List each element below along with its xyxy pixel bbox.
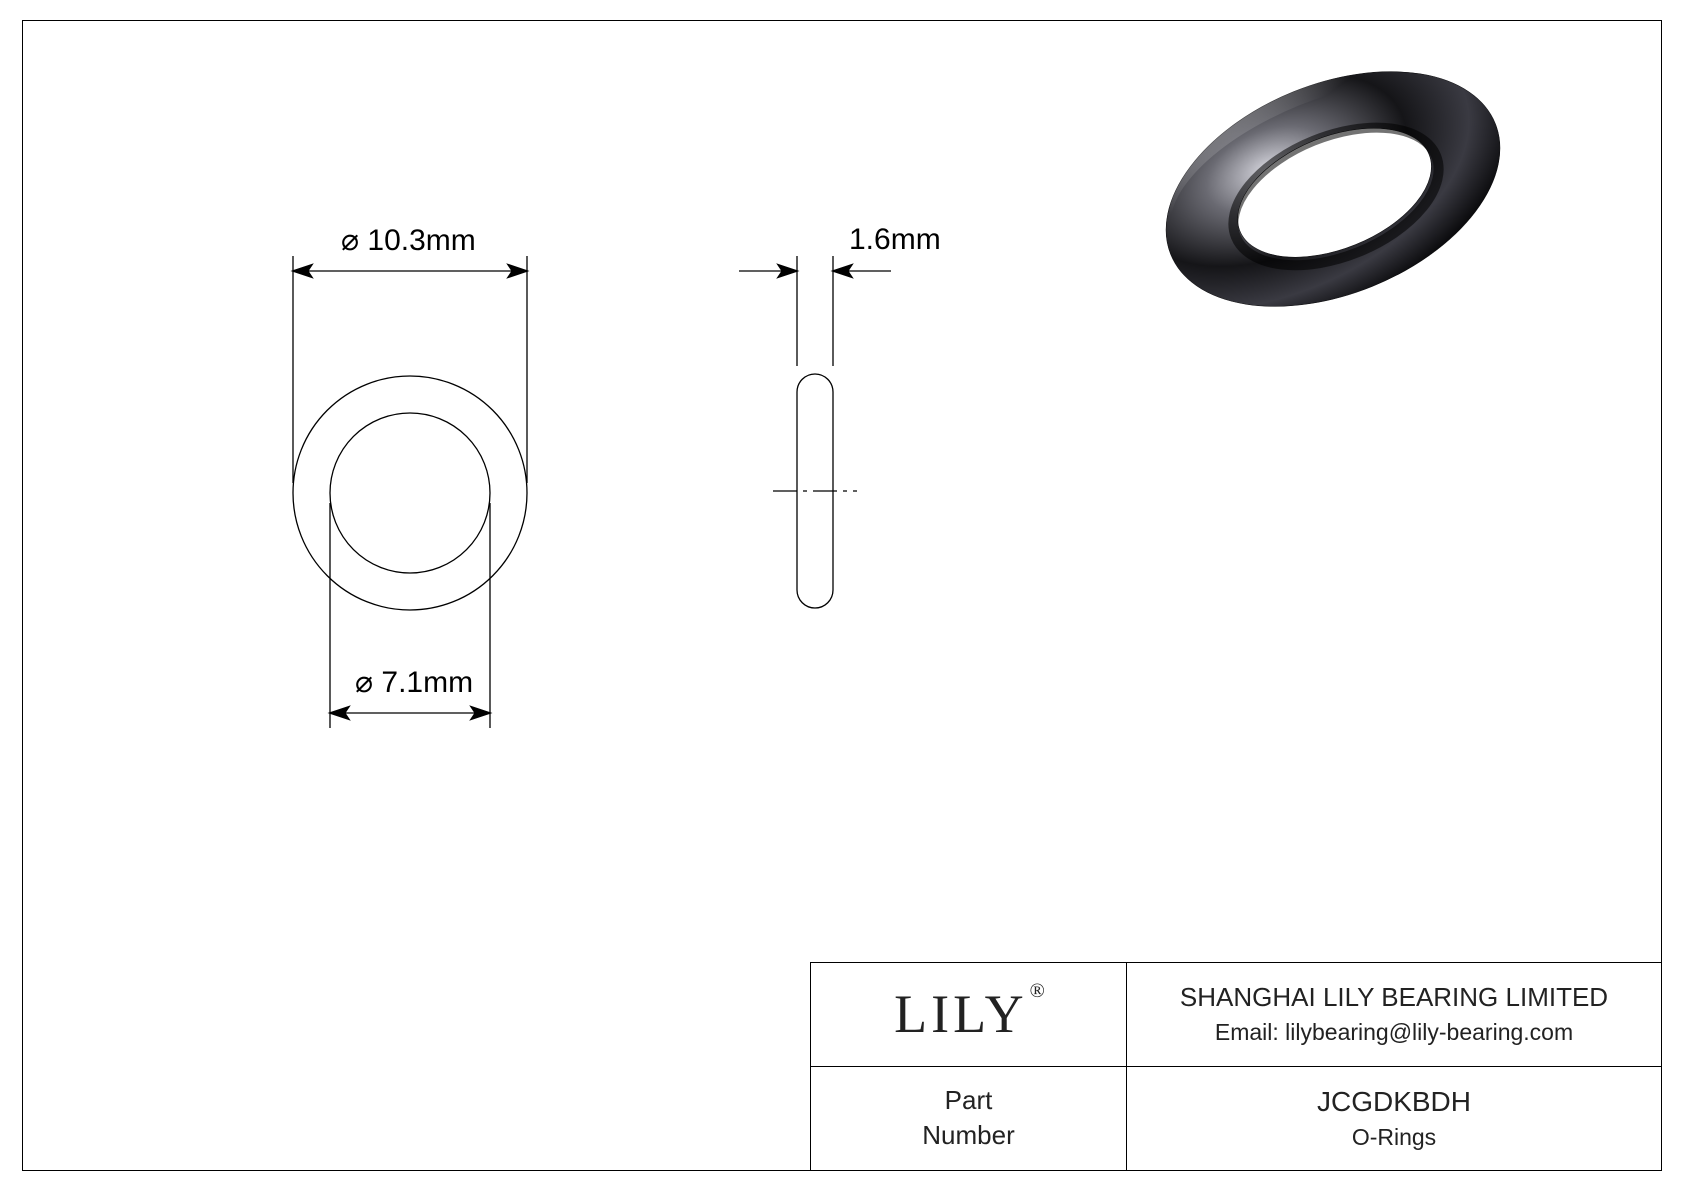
- pn-value-cell: JCGDKBDH O-Rings: [1127, 1067, 1661, 1171]
- front-view: [293, 376, 527, 610]
- outer-diameter-label: ⌀ 10.3mm: [341, 223, 476, 258]
- inner-diameter-label: ⌀ 7.1mm: [355, 665, 473, 700]
- side-view: [773, 374, 857, 608]
- o-ring-render: [1130, 23, 1534, 352]
- pn-label-cell: Part Number: [811, 1067, 1127, 1171]
- company-name: SHANGHAI LILY BEARING LIMITED: [1180, 982, 1608, 1013]
- dim-outer-diameter: [293, 256, 527, 483]
- part-number: JCGDKBDH: [1317, 1086, 1471, 1118]
- drawing-frame: ⌀ 10.3mm ⌀ 7.1mm 1.6mm LILY® SHANGHAI LI…: [22, 20, 1662, 1171]
- width-label: 1.6mm: [849, 223, 941, 257]
- title-block: LILY® SHANGHAI LILY BEARING LIMITED Emai…: [810, 962, 1662, 1171]
- logo: LILY®: [894, 987, 1043, 1041]
- part-type: O-Rings: [1352, 1124, 1436, 1151]
- dim-width: [739, 256, 891, 366]
- part-number-label: Part Number: [922, 1083, 1014, 1153]
- pn-label-l1: Part: [945, 1085, 993, 1115]
- logo-registered: ®: [1030, 980, 1045, 1002]
- company-cell: SHANGHAI LILY BEARING LIMITED Email: lil…: [1127, 963, 1661, 1067]
- pn-label-l2: Number: [922, 1120, 1014, 1150]
- company-email: Email: lilybearing@lily-bearing.com: [1215, 1019, 1573, 1046]
- logo-text: LILY: [894, 984, 1028, 1044]
- logo-cell: LILY®: [811, 963, 1127, 1067]
